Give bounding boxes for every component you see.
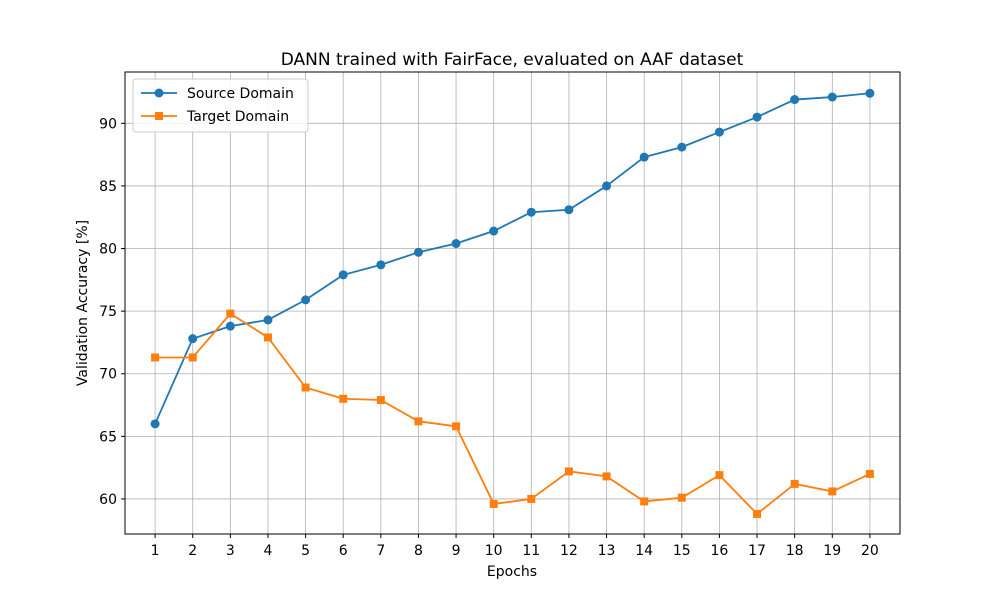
x-tick-label: 13	[598, 543, 616, 559]
data-point-source-domain	[451, 239, 461, 249]
legend-marker-source	[154, 88, 164, 98]
x-tick-label: 17	[748, 543, 766, 559]
y-tick-label: 75	[99, 304, 117, 320]
x-tick-label: 20	[861, 543, 879, 559]
data-point-source-domain	[639, 152, 649, 162]
y-tick-label: 60	[99, 492, 117, 508]
data-point-source-domain	[225, 321, 235, 331]
y-tick-label: 65	[99, 429, 117, 445]
x-tick-label: 7	[376, 543, 385, 559]
legend-label-target: Target Domain	[186, 109, 289, 125]
chart-title: DANN trained with FairFace, evaluated on…	[281, 50, 744, 70]
data-point-target-domain	[489, 499, 498, 508]
data-point-source-domain	[564, 205, 574, 215]
y-tick-label: 85	[99, 179, 117, 195]
data-point-target-domain	[753, 509, 762, 518]
x-tick-label: 16	[711, 543, 729, 559]
data-point-target-domain	[790, 479, 799, 488]
series-line-target-domain	[155, 312, 871, 515]
data-point-source-domain	[752, 112, 762, 122]
x-tick-label: 15	[673, 543, 691, 559]
data-point-source-domain	[790, 95, 800, 105]
x-tick-label: 9	[452, 543, 461, 559]
data-point-target-domain	[527, 494, 536, 503]
data-point-source-domain	[714, 127, 724, 137]
data-point-target-domain	[339, 394, 348, 403]
data-point-source-domain	[150, 419, 160, 429]
x-tick-label: 12	[560, 543, 578, 559]
x-tick-label: 1	[151, 543, 160, 559]
data-point-source-domain	[827, 92, 837, 102]
x-tick-label: 14	[635, 543, 653, 559]
y-tick-label: 70	[99, 367, 117, 383]
data-point-source-domain	[677, 142, 687, 152]
data-point-target-domain	[376, 396, 385, 405]
y-axis-label: Validation Accuracy [%]	[75, 220, 91, 386]
y-tick-label: 80	[99, 242, 117, 258]
data-point-target-domain	[263, 333, 272, 342]
x-tick-label: 11	[522, 543, 540, 559]
data-point-target-domain	[677, 493, 686, 502]
legend: Source Domain Target Domain	[132, 78, 309, 133]
data-point-target-domain	[414, 417, 423, 426]
x-tick-label: 3	[226, 543, 235, 559]
series-layer	[150, 88, 875, 518]
x-tick-label: 4	[264, 543, 273, 559]
legend-marker-target	[155, 112, 163, 120]
data-point-source-domain	[263, 315, 273, 325]
data-point-source-domain	[376, 260, 386, 270]
x-tick-label: 19	[823, 543, 841, 559]
axis-ticks: 1 2 3 4 5 6 7 8 9 10 11 12 13 14 15 16 17 18 19 20606570758…	[99, 116, 879, 559]
plot-frame	[124, 71, 901, 535]
data-point-source-domain	[489, 226, 499, 236]
data-point-target-domain	[865, 469, 874, 478]
data-point-target-domain	[715, 471, 724, 480]
data-point-target-domain	[452, 422, 461, 431]
data-point-target-domain	[188, 353, 197, 362]
data-point-target-domain	[226, 309, 235, 318]
data-point-source-domain	[602, 181, 612, 191]
data-point-source-domain	[338, 270, 348, 280]
x-tick-label: 2	[188, 543, 197, 559]
data-point-target-domain	[602, 472, 611, 481]
series-line-source-domain	[154, 92, 870, 425]
data-point-target-domain	[151, 353, 160, 362]
x-tick-label: 5	[301, 543, 310, 559]
data-point-source-domain	[413, 247, 423, 257]
data-point-source-domain	[526, 207, 536, 217]
data-point-target-domain	[828, 487, 837, 496]
data-point-target-domain	[301, 383, 310, 392]
x-tick-label: 18	[786, 543, 804, 559]
legend-label-source: Source Domain	[187, 86, 294, 102]
x-axis-label: Epochs	[487, 564, 537, 580]
grid-lines	[125, 72, 900, 534]
data-point-source-domain	[865, 88, 875, 98]
data-point-source-domain	[188, 334, 198, 344]
x-tick-label: 8	[414, 543, 423, 559]
data-point-target-domain	[564, 467, 573, 476]
x-tick-label: 6	[339, 543, 348, 559]
x-tick-label: 10	[485, 543, 503, 559]
y-tick-label: 90	[99, 116, 117, 132]
data-point-source-domain	[301, 295, 311, 305]
data-point-target-domain	[640, 497, 649, 506]
